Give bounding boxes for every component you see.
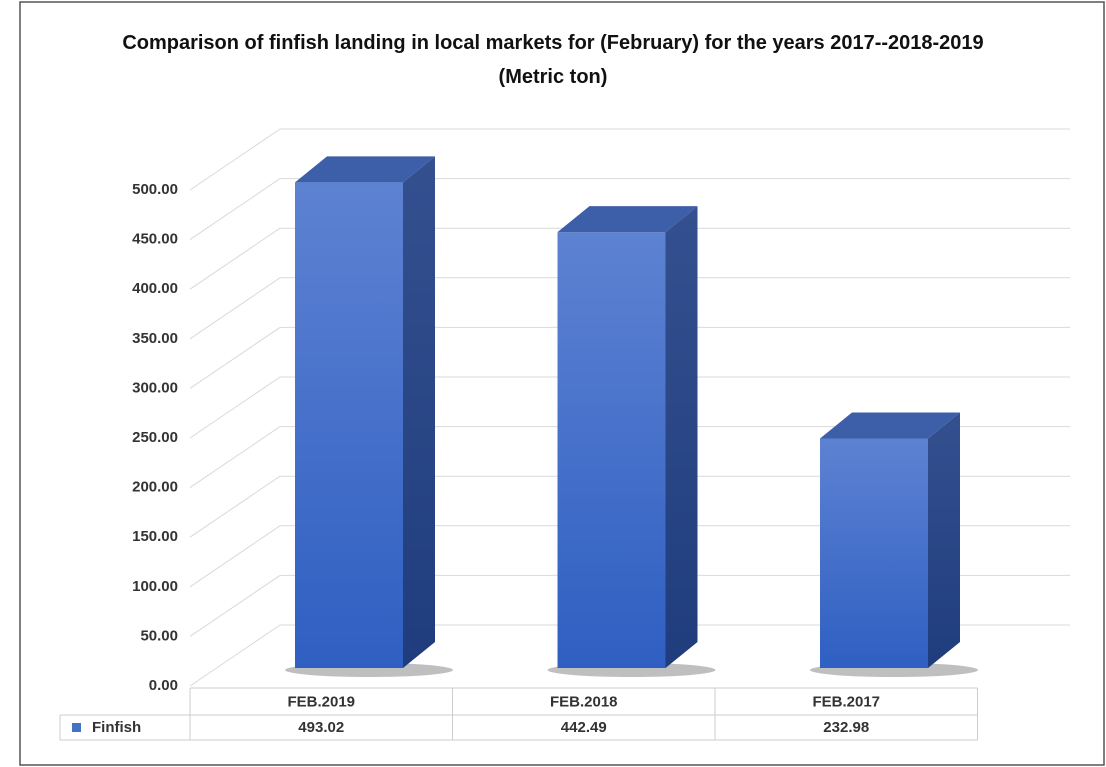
grid-line (189, 426, 281, 489)
bar-side (403, 156, 435, 668)
y-tick-label: 500.00 (132, 181, 178, 198)
y-tick-label: 400.00 (132, 280, 178, 297)
bar (295, 182, 403, 668)
data-table-value: 442.49 (561, 719, 607, 736)
bar-top (295, 156, 435, 183)
chart-title: Comparison of finfish landing in local m… (122, 32, 984, 88)
x-tick-label: FEB.2018 (550, 693, 618, 710)
x-tick-label: FEB.2019 (287, 693, 355, 710)
grid-line (189, 574, 281, 637)
y-tick-label: 350.00 (132, 330, 178, 347)
y-tick-label: 450.00 (132, 231, 178, 248)
data-table-value: 493.02 (298, 719, 344, 736)
y-tick-label: 50.00 (140, 627, 178, 644)
grid-line (189, 227, 281, 290)
grid-line (189, 624, 281, 687)
y-tick-label: 300.00 (132, 379, 178, 396)
bar-top (820, 412, 960, 439)
y-tick-label: 250.00 (132, 429, 178, 446)
grid-line (189, 326, 281, 389)
grid-line (189, 277, 281, 340)
y-tick-label: 0.00 (149, 677, 178, 694)
bar (557, 232, 666, 669)
grid-line (189, 128, 281, 191)
y-tick-label: 200.00 (132, 479, 178, 496)
legend-swatch (72, 723, 81, 732)
y-tick-label: 100.00 (132, 578, 178, 595)
bar (820, 438, 928, 668)
legend-label: Finfish (92, 719, 141, 736)
x-tick-label: FEB.2017 (812, 693, 880, 710)
grid-line (189, 178, 281, 241)
bar-top (557, 206, 698, 233)
grid-line (189, 475, 281, 538)
y-tick-label: 150.00 (132, 528, 178, 545)
bar-side (928, 412, 960, 668)
grid-line (189, 525, 281, 588)
data-table-value: 232.98 (823, 719, 869, 736)
grid-line (189, 376, 281, 439)
frame (19, 1, 1105, 766)
bar-side (665, 206, 698, 669)
